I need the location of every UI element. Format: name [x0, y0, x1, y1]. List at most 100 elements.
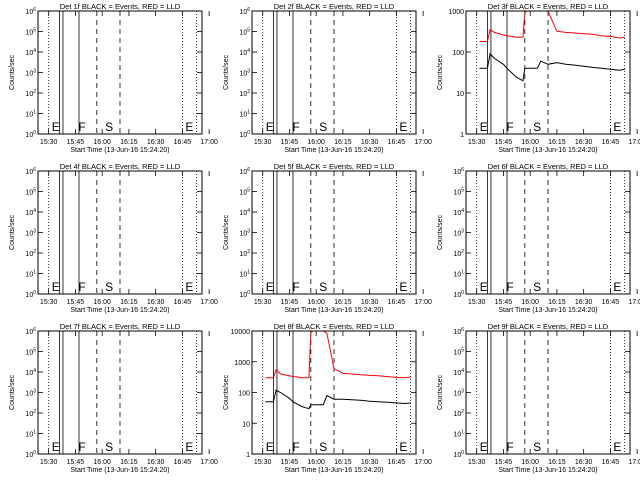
time-marker-f: F	[506, 440, 513, 454]
detector-plot-7: Det 7f BLACK = Events, RED = LLD 100 101 10…	[9, 322, 218, 474]
time-marker-s: S	[533, 280, 541, 294]
x-tick-label: 15:45	[495, 459, 513, 466]
x-tick-label: 16:15	[334, 459, 352, 466]
x-tick-label: 16:45	[388, 139, 406, 146]
x-tick-label: 15:30	[40, 139, 58, 146]
y-tick-label: 101	[25, 110, 36, 119]
time-marker-e: E	[399, 440, 407, 454]
time-marker-e: E	[266, 120, 274, 134]
y-tick-label: 101	[25, 430, 36, 439]
y-tick-label: 100	[238, 391, 250, 398]
time-marker-e: E	[480, 280, 488, 294]
time-marker-e: E	[480, 120, 488, 134]
x-tick-label: 17:00	[200, 299, 218, 306]
x-tick-label: 16:15	[120, 299, 138, 306]
x-tick-label: 16:45	[602, 139, 620, 146]
x-tick-label: 15:45	[495, 139, 513, 146]
x-tick-label: 16:15	[548, 459, 566, 466]
lld-series-line	[479, 10, 625, 42]
detector-plot-1: Det 1f BLACK = Events, RED = LLD 100 101 10…	[9, 2, 218, 154]
y-tick-label: 104	[453, 208, 464, 217]
x-tick-label: 17:00	[628, 139, 640, 146]
x-tick-label: 16:00	[307, 459, 325, 466]
y-tick-label: 1000	[234, 360, 250, 367]
plot-frame	[465, 10, 631, 135]
time-marker-f: F	[292, 280, 299, 294]
y-tick-label: 100	[453, 290, 464, 299]
x-tick-label: 16:30	[361, 299, 379, 306]
y-tick-label: 103	[25, 229, 36, 238]
detector-plot-5: Det 5f BLACK = Events, RED = LLD 100 101 10…	[223, 162, 432, 314]
y-tick-label: 106	[239, 7, 250, 16]
time-marker-f: F	[78, 120, 85, 134]
time-marker-e: E	[399, 120, 407, 134]
y-tick-label: 101	[25, 270, 36, 279]
y-tick-label: 100	[25, 130, 36, 139]
x-tick-label: 17:00	[628, 459, 640, 466]
detector-plot-2: Det 2f BLACK = Events, RED = LLD 100 101 10…	[223, 2, 432, 154]
x-tick-label: 15:45	[67, 299, 85, 306]
time-marker-e: E	[185, 440, 193, 454]
y-tick-label: 103	[453, 229, 464, 238]
time-marker-f: F	[78, 440, 85, 454]
time-marker-e: E	[613, 440, 621, 454]
detector-plot-4: Det 4f BLACK = Events, RED = LLD 100 101 10…	[9, 162, 218, 314]
time-marker-s: S	[319, 120, 327, 134]
x-axis-label: Start Time (13-Jun-16 15:24:20)	[498, 307, 597, 314]
y-axis-label: Counts/sec	[9, 214, 16, 250]
x-tick-label: 16:15	[548, 299, 566, 306]
x-tick-label: 16:00	[521, 299, 539, 306]
y-axis-label: Counts/sec	[437, 374, 444, 410]
time-marker-e: E	[185, 280, 193, 294]
time-marker-e: E	[52, 120, 60, 134]
time-marker-e: E	[185, 120, 193, 134]
y-tick-label: 10	[242, 421, 250, 428]
plot-title: Det 4f BLACK = Events, RED = LLD	[60, 162, 181, 171]
y-axis-label: Counts/sec	[223, 374, 230, 410]
x-tick-label: 16:45	[174, 459, 192, 466]
plot-title: Det 1f BLACK = Events, RED = LLD	[60, 2, 181, 11]
y-tick-label: 106	[25, 167, 36, 176]
x-axis-label: Start Time (13-Jun-16 15:24:20)	[284, 307, 383, 314]
y-tick-label: 102	[239, 89, 250, 98]
y-tick-label: 106	[25, 327, 36, 336]
y-tick-label: 104	[453, 368, 464, 377]
x-tick-label: 16:30	[575, 139, 593, 146]
plot-title: Det 8f BLACK = Events, RED = LLD	[274, 322, 395, 331]
y-axis-label: Counts/sec	[437, 54, 444, 90]
time-marker-f: F	[292, 120, 299, 134]
x-tick-label: 16:30	[147, 459, 165, 466]
x-tick-label: 16:30	[575, 299, 593, 306]
plot-title: Det 5f BLACK = Events, RED = LLD	[274, 162, 395, 171]
time-marker-s: S	[319, 280, 327, 294]
plot-title: Det 3f BLACK = Events, RED = LLD	[488, 2, 609, 11]
y-tick-label: 102	[453, 409, 464, 418]
x-tick-label: 16:15	[120, 139, 138, 146]
x-tick-label: 16:45	[388, 299, 406, 306]
y-axis-label: Counts/sec	[9, 374, 16, 410]
detector-plot-6: Det 6f BLACK = Events, RED = LLD 100 101 10…	[437, 162, 640, 314]
y-tick-label: 103	[25, 389, 36, 398]
time-marker-s: S	[105, 280, 113, 294]
x-tick-label: 16:45	[174, 299, 192, 306]
y-tick-label: 1	[460, 132, 464, 139]
y-tick-label: 104	[25, 368, 36, 377]
y-tick-label: 100	[452, 50, 464, 57]
y-tick-label: 104	[239, 208, 250, 217]
x-tick-label: 16:00	[93, 139, 111, 146]
x-tick-label: 15:30	[254, 459, 272, 466]
y-tick-label: 102	[239, 249, 250, 258]
y-tick-label: 102	[25, 409, 36, 418]
y-tick-label: 101	[239, 270, 250, 279]
x-tick-label: 17:00	[414, 139, 432, 146]
y-tick-label: 104	[25, 48, 36, 57]
x-tick-label: 17:00	[200, 139, 218, 146]
time-marker-s: S	[533, 440, 541, 454]
time-marker-s: S	[105, 440, 113, 454]
time-marker-e: E	[52, 280, 60, 294]
y-tick-label: 105	[453, 188, 464, 197]
y-tick-label: 106	[239, 167, 250, 176]
time-marker-f: F	[292, 440, 299, 454]
x-axis-label: Start Time (13-Jun-16 15:24:20)	[498, 467, 597, 474]
y-tick-label: 10000	[231, 329, 251, 336]
